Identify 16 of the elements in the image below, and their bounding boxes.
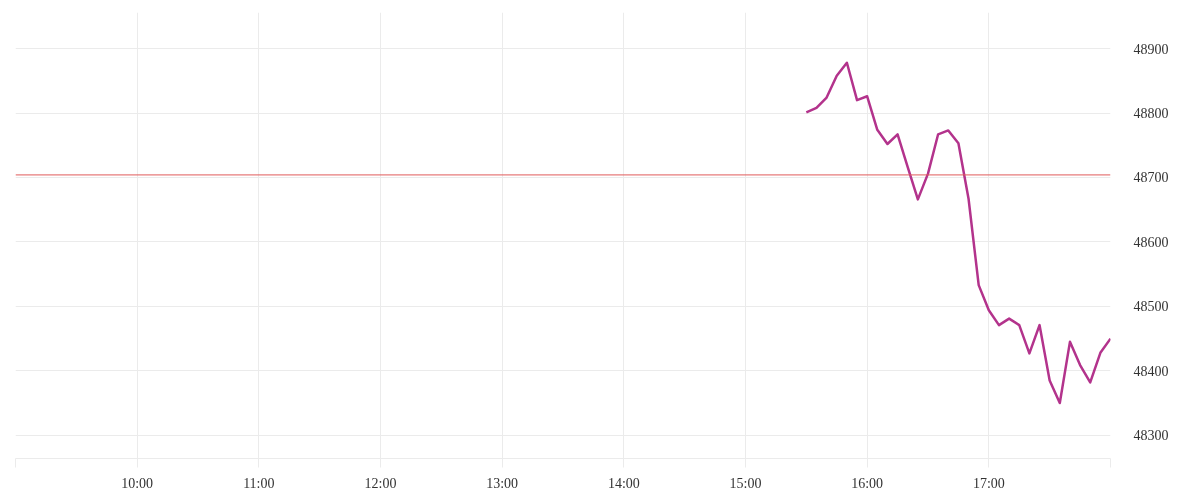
line-series — [805, 61, 1111, 405]
x-tick-label: 11:00 — [243, 475, 275, 491]
x-tick-label: 17:00 — [972, 475, 1005, 491]
y-tick-label: 48900 — [1133, 41, 1169, 57]
y-tick-label: 48700 — [1133, 170, 1169, 186]
y-tick-label: 48800 — [1133, 106, 1169, 122]
x-tick-label: 16:00 — [851, 475, 884, 491]
x-tick-label: 10:00 — [121, 475, 154, 491]
x-tick-label: 14:00 — [607, 475, 640, 491]
x-tick-label: 12:00 — [364, 475, 397, 491]
x-tick-label: 15:00 — [729, 475, 762, 491]
x-tick-label: 13:00 — [486, 475, 519, 491]
y-tick-label: 48400 — [1133, 363, 1169, 379]
y-tick-label: 48600 — [1133, 234, 1169, 250]
y-tick-label: 48500 — [1133, 299, 1169, 315]
y-tick-label: 48300 — [1133, 428, 1169, 444]
